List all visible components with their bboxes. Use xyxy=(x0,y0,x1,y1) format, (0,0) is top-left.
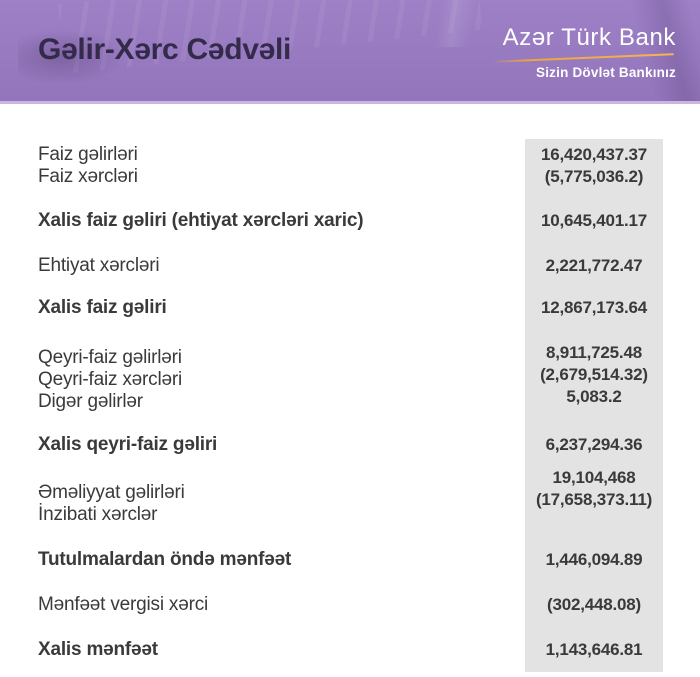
table-row-group: Xalis mənfəət 1,143,646.81 xyxy=(38,639,663,661)
row-value: 5,083.2 xyxy=(566,387,622,406)
value-column: 6,237,294.36 xyxy=(525,434,663,456)
label-column: Xalis faiz gəliri (ehtiyat xərcləri xari… xyxy=(38,210,508,232)
table-row-group: Xalis faiz gəliri (ehtiyat xərcləri xari… xyxy=(38,210,663,232)
value-column: 10,645,401.17 xyxy=(525,210,663,232)
row-label: Qeyri-faiz gəlirləri xyxy=(38,347,182,368)
label-column: Xalis mənfəət xyxy=(38,639,508,661)
row-label: Xalis qeyri-faiz gəliri xyxy=(38,434,218,455)
table-row-group: Mənfəət vergisi xərci (302,448.08) xyxy=(38,594,663,616)
value-column: 1,143,646.81 xyxy=(525,639,663,661)
row-label: Faiz gəlirləri xyxy=(38,144,138,165)
label-column: Xalis faiz gəliri xyxy=(38,297,508,319)
row-value: 19,104,468 xyxy=(552,468,636,487)
row-value: 1,143,646.81 xyxy=(545,640,643,659)
label-column: Qeyri-faiz gəlirləri Qeyri-faiz xərcləri… xyxy=(38,347,508,413)
bank-logo-wordmark: Azər Türk Bank xyxy=(502,24,676,51)
label-column: Mənfəət vergisi xərci xyxy=(38,594,508,616)
value-column: 2,221,772.47 xyxy=(525,255,663,277)
row-value: (5,775,036.2) xyxy=(544,167,644,186)
value-column: 16,420,437.37 (5,775,036.2) xyxy=(525,144,663,188)
row-label: Xalis faiz gəliri (ehtiyat xərcləri xari… xyxy=(38,210,364,231)
table-row-group: Xalis faiz gəliri 12,867,173.64 xyxy=(38,297,663,319)
value-column-background xyxy=(525,139,663,672)
value-column: 8,911,725.48 (2,679,514.32) 5,083.2 xyxy=(525,342,663,408)
value-column: 19,104,468 (17,658,373.11) xyxy=(525,467,663,511)
row-label: Xalis mənfəət xyxy=(38,639,158,660)
row-label: Ehtiyat xərcləri xyxy=(38,255,160,276)
page-title: Gəlir-Xərc Cədvəli xyxy=(38,33,292,66)
label-column: Əməliyyat gəlirləri İnzibati xərclər xyxy=(38,482,508,526)
table-row-group: Əməliyyat gəlirləri İnzibati xərclər 19,… xyxy=(38,468,663,526)
row-label: İnzibati xərclər xyxy=(38,504,158,525)
row-label: Digər gəlirlər xyxy=(38,391,143,412)
row-value: 2,221,772.47 xyxy=(545,256,643,275)
row-value: (302,448.08) xyxy=(546,595,641,614)
value-column: (302,448.08) xyxy=(525,594,663,616)
label-column: Tutulmalardan öndə mənfəət xyxy=(38,549,508,571)
row-value: (2,679,514.32) xyxy=(540,365,648,384)
table-row-group: Xalis qeyri-faiz gəliri 6,237,294.36 xyxy=(38,434,663,456)
row-value: 8,911,725.48 xyxy=(546,343,642,362)
table-row-group: Qeyri-faiz gəlirləri Qeyri-faiz xərcləri… xyxy=(38,343,663,413)
row-value: 16,420,437.37 xyxy=(540,145,648,164)
row-label: Faiz xərcləri xyxy=(38,166,138,187)
row-label: Əməliyyat gəlirləri xyxy=(38,482,185,503)
table-row-group: Ehtiyat xərcləri 2,221,772.47 xyxy=(38,255,663,277)
row-label: Mənfəət vergisi xərci xyxy=(38,594,209,615)
value-column: 12,867,173.64 xyxy=(525,297,663,319)
row-value: (17,658,373.11) xyxy=(535,490,653,509)
row-label: Qeyri-faiz xərcləri xyxy=(38,369,182,390)
label-column: Ehtiyat xərcləri xyxy=(38,255,508,277)
bank-logo-tagline: Sizin Dövlət Bankınız xyxy=(536,65,676,80)
label-column: Faiz gəlirləri Faiz xərcləri xyxy=(38,144,508,188)
row-value: 1,446,094.89 xyxy=(545,550,643,569)
table-row-group: Faiz gəlirləri Faiz xərcləri 16,420,437.… xyxy=(38,144,663,188)
table-row-group: Tutulmalardan öndə mənfəət 1,446,094.89 xyxy=(38,549,663,571)
value-column: 1,446,094.89 xyxy=(525,549,663,571)
bank-logo: Azər Türk Bank Sizin Dövlət Bankınız xyxy=(491,26,676,80)
row-value: 6,237,294.36 xyxy=(545,435,643,454)
row-label: Xalis faiz gəliri xyxy=(38,297,167,318)
label-column: Xalis qeyri-faiz gəliri xyxy=(38,434,508,456)
row-label: Tutulmalardan öndə mənfəət xyxy=(38,549,292,570)
row-value: 10,645,401.17 xyxy=(540,211,648,230)
row-value: 12,867,173.64 xyxy=(540,298,648,317)
